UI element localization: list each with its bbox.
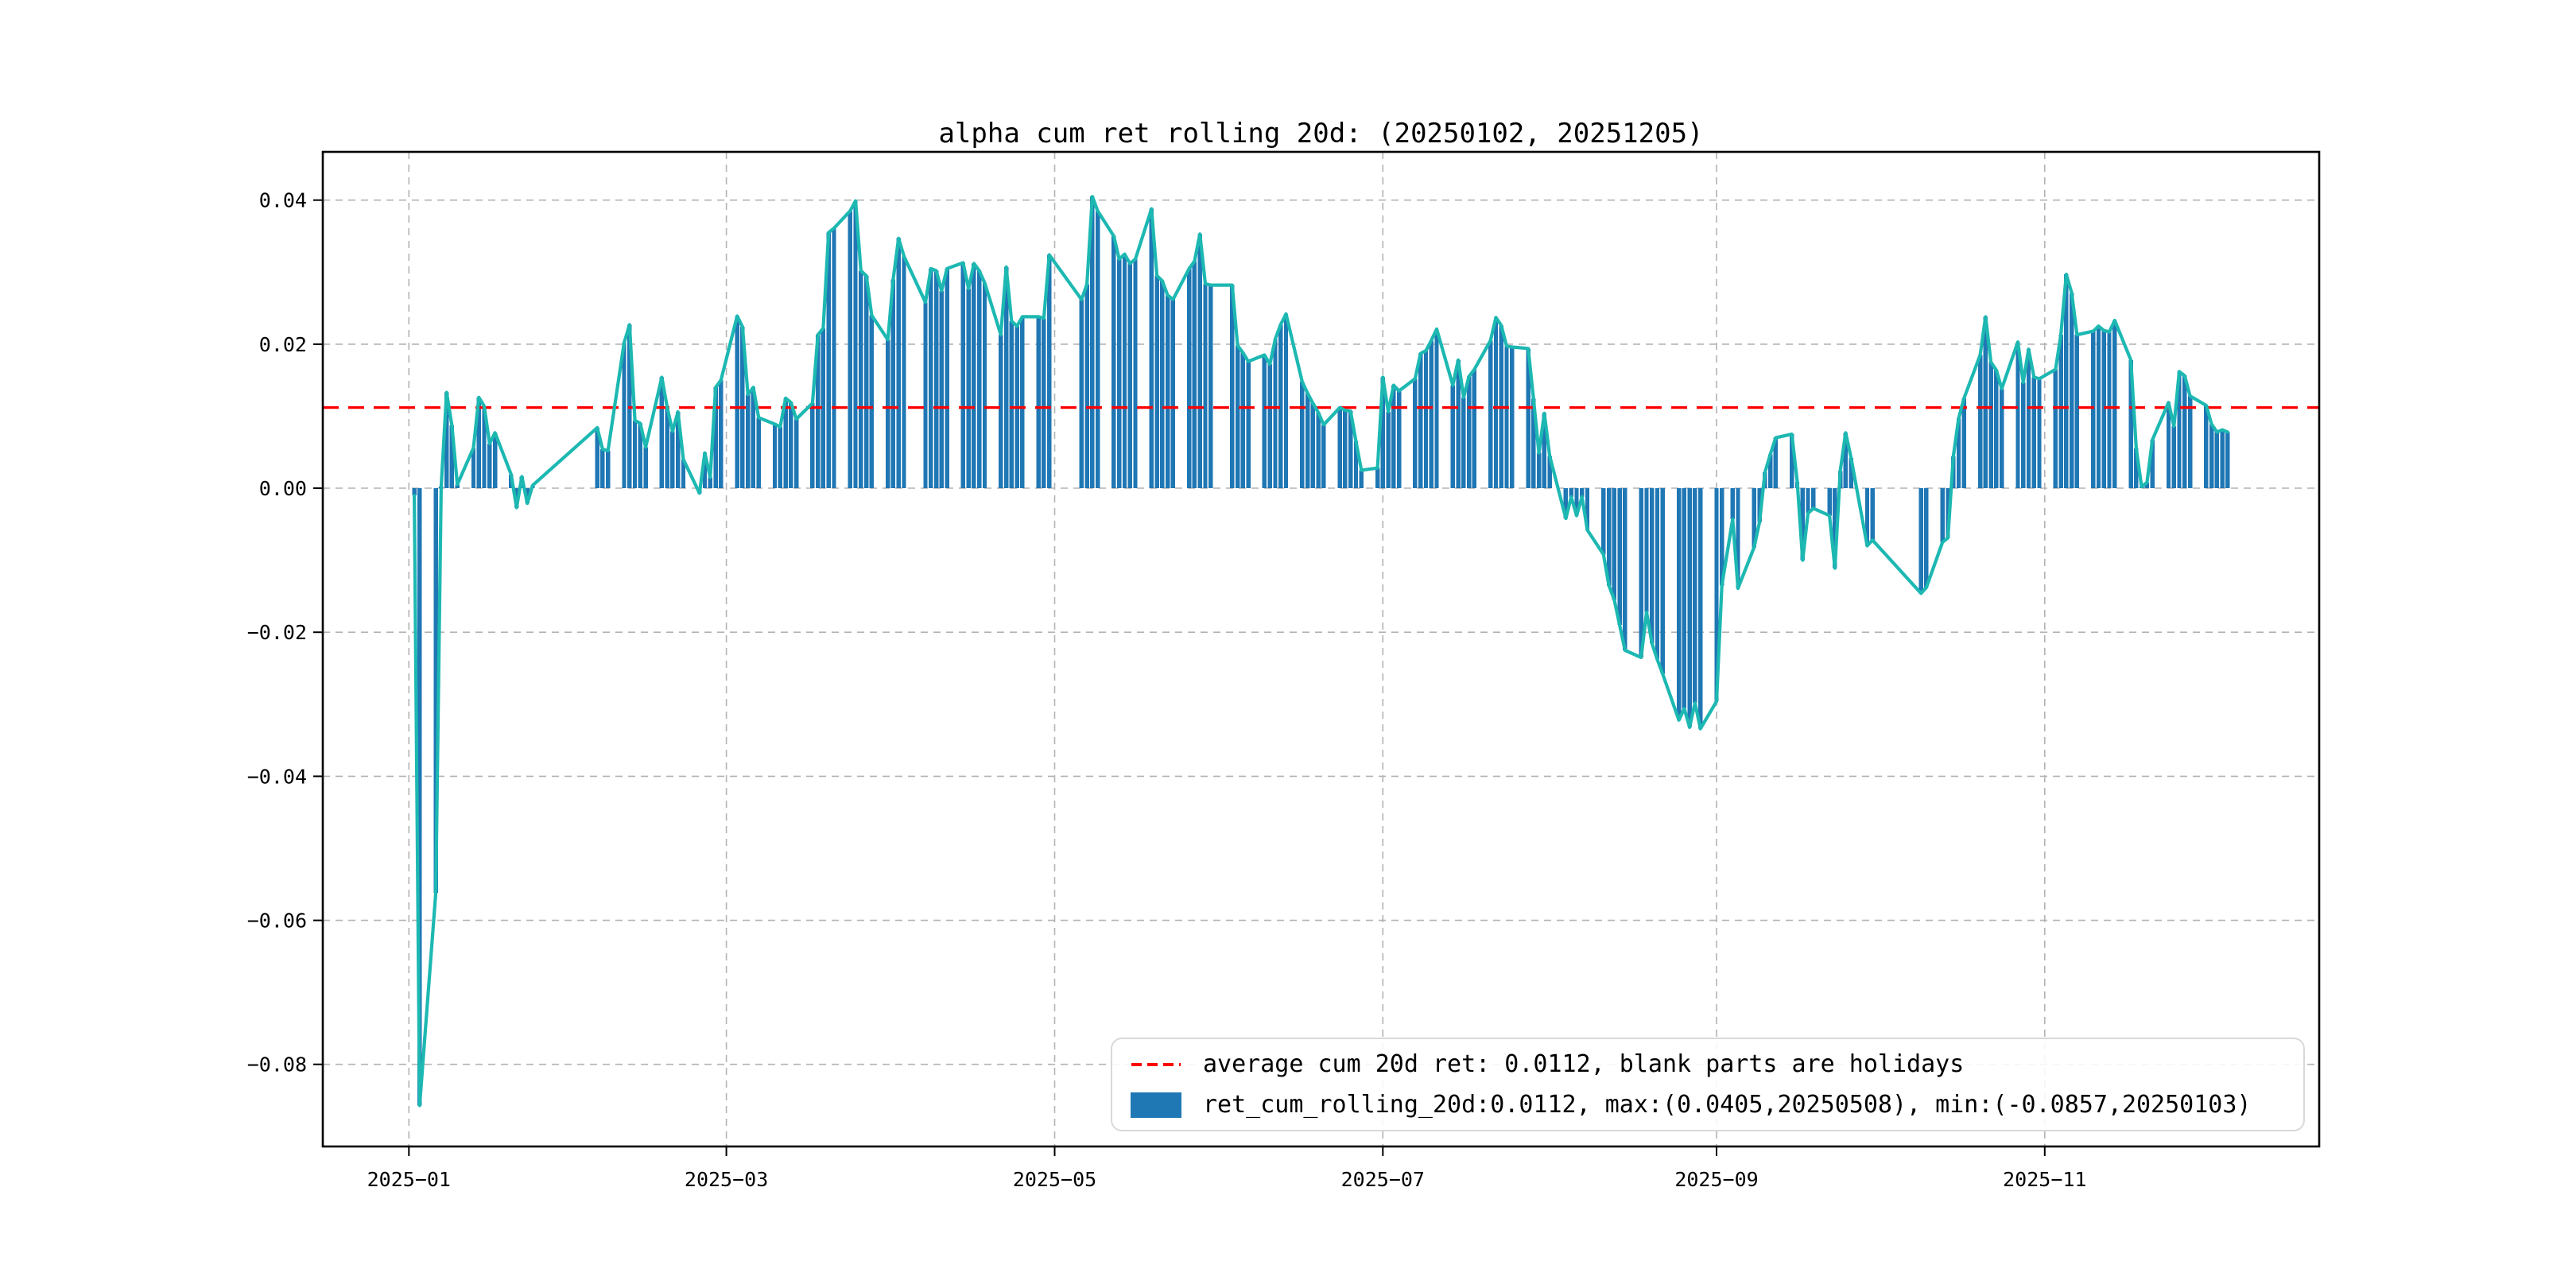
chart-title: alpha cum ret rolling 20d: (20250102, 20… xyxy=(938,118,1704,149)
legend: average cum 20d ret: 0.0112, blank parts… xyxy=(1111,1038,2305,1131)
x-tick-label: 2025−05 xyxy=(1013,1168,1096,1191)
red-dashed-line-swatch-icon xyxy=(1130,1061,1182,1069)
x-tick-label: 2025−07 xyxy=(1341,1168,1425,1191)
y-tick-label: −0.02 xyxy=(247,621,307,644)
x-tick-label: 2025−11 xyxy=(2003,1168,2086,1191)
series-line xyxy=(412,195,2229,1108)
y-tick-label: −0.08 xyxy=(247,1053,307,1077)
y-tick-label: 0.00 xyxy=(259,477,307,500)
y-tick-label: −0.06 xyxy=(247,910,307,933)
legend-label-average: average cum 20d ret: 0.0112, blank parts… xyxy=(1203,1050,1965,1078)
plot-border xyxy=(321,150,2321,1148)
legend-item-series: ret_cum_rolling_20d:0.0112, max:(0.0405,… xyxy=(1130,1091,2286,1119)
y-tick-label: 0.02 xyxy=(259,333,307,356)
legend-label-series: ret_cum_rolling_20d:0.0112, max:(0.0405,… xyxy=(1203,1091,2252,1119)
blue-bar-swatch-icon xyxy=(1130,1092,1182,1118)
x-tick-label: 2025−03 xyxy=(685,1168,768,1191)
x-tick-label: 2025−01 xyxy=(367,1168,451,1191)
y-tick-label: 0.04 xyxy=(259,189,307,212)
x-tick-label: 2025−09 xyxy=(1674,1168,1758,1191)
bars xyxy=(412,196,2230,1106)
gridlines xyxy=(323,152,2319,1146)
axis-ticks-and-labels: 2025−01 2025−03 2025−05 2025−07 2025−09 2025−… xyxy=(247,189,2087,1191)
y-tick-label: −0.04 xyxy=(247,765,307,788)
legend-item-average-line: average cum 20d ret: 0.0112, blank parts… xyxy=(1130,1050,2286,1078)
